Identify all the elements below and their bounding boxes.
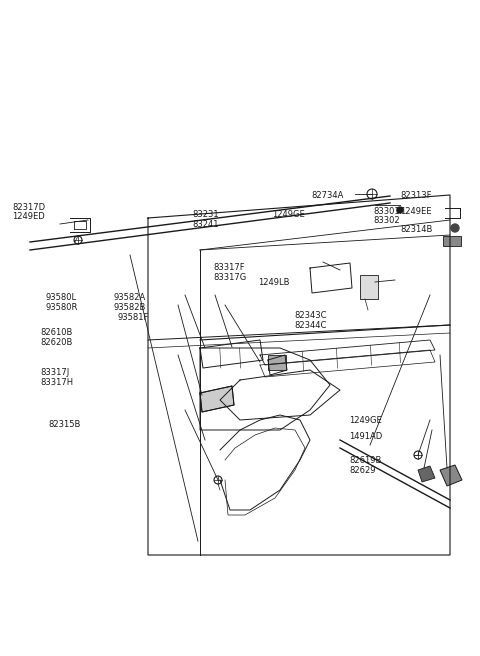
Text: 83301: 83301 — [373, 207, 400, 216]
Text: 83241: 83241 — [192, 220, 218, 229]
Text: 83302: 83302 — [373, 216, 400, 225]
FancyBboxPatch shape — [443, 236, 461, 246]
Text: 1249EE: 1249EE — [400, 207, 432, 216]
Text: 1249GE: 1249GE — [349, 416, 382, 425]
Circle shape — [451, 224, 459, 232]
Text: 82629: 82629 — [349, 466, 375, 475]
Text: 82317D: 82317D — [12, 203, 45, 212]
Text: 83317F: 83317F — [213, 263, 245, 272]
FancyBboxPatch shape — [268, 355, 286, 370]
Text: 82343C: 82343C — [294, 311, 326, 320]
Polygon shape — [418, 466, 435, 482]
Text: 93582A: 93582A — [113, 293, 145, 302]
Text: 1249GE: 1249GE — [272, 210, 305, 219]
Text: 1491AD: 1491AD — [349, 432, 382, 441]
Text: 82314B: 82314B — [400, 225, 432, 234]
Text: 1249ED: 1249ED — [12, 212, 45, 221]
Text: 82344C: 82344C — [294, 321, 326, 330]
Text: 93581F: 93581F — [118, 313, 149, 322]
Text: 83231: 83231 — [192, 210, 218, 219]
Text: 82620B: 82620B — [40, 338, 72, 347]
Polygon shape — [440, 465, 462, 486]
Circle shape — [397, 207, 403, 213]
Text: 82610B: 82610B — [40, 328, 72, 337]
Text: 82619B: 82619B — [349, 456, 382, 465]
Text: 1249LB: 1249LB — [258, 278, 289, 287]
Text: 93582B: 93582B — [113, 303, 145, 312]
Text: 82734A: 82734A — [311, 191, 343, 200]
FancyBboxPatch shape — [360, 275, 378, 299]
Text: 83317H: 83317H — [40, 378, 73, 387]
Text: 83317J: 83317J — [40, 368, 69, 377]
Text: 82315B: 82315B — [48, 420, 80, 429]
Text: 93580R: 93580R — [46, 303, 78, 312]
Polygon shape — [200, 386, 234, 412]
Text: 93580L: 93580L — [46, 293, 77, 302]
Text: 82313F: 82313F — [400, 191, 432, 200]
Text: 83317G: 83317G — [213, 273, 246, 282]
